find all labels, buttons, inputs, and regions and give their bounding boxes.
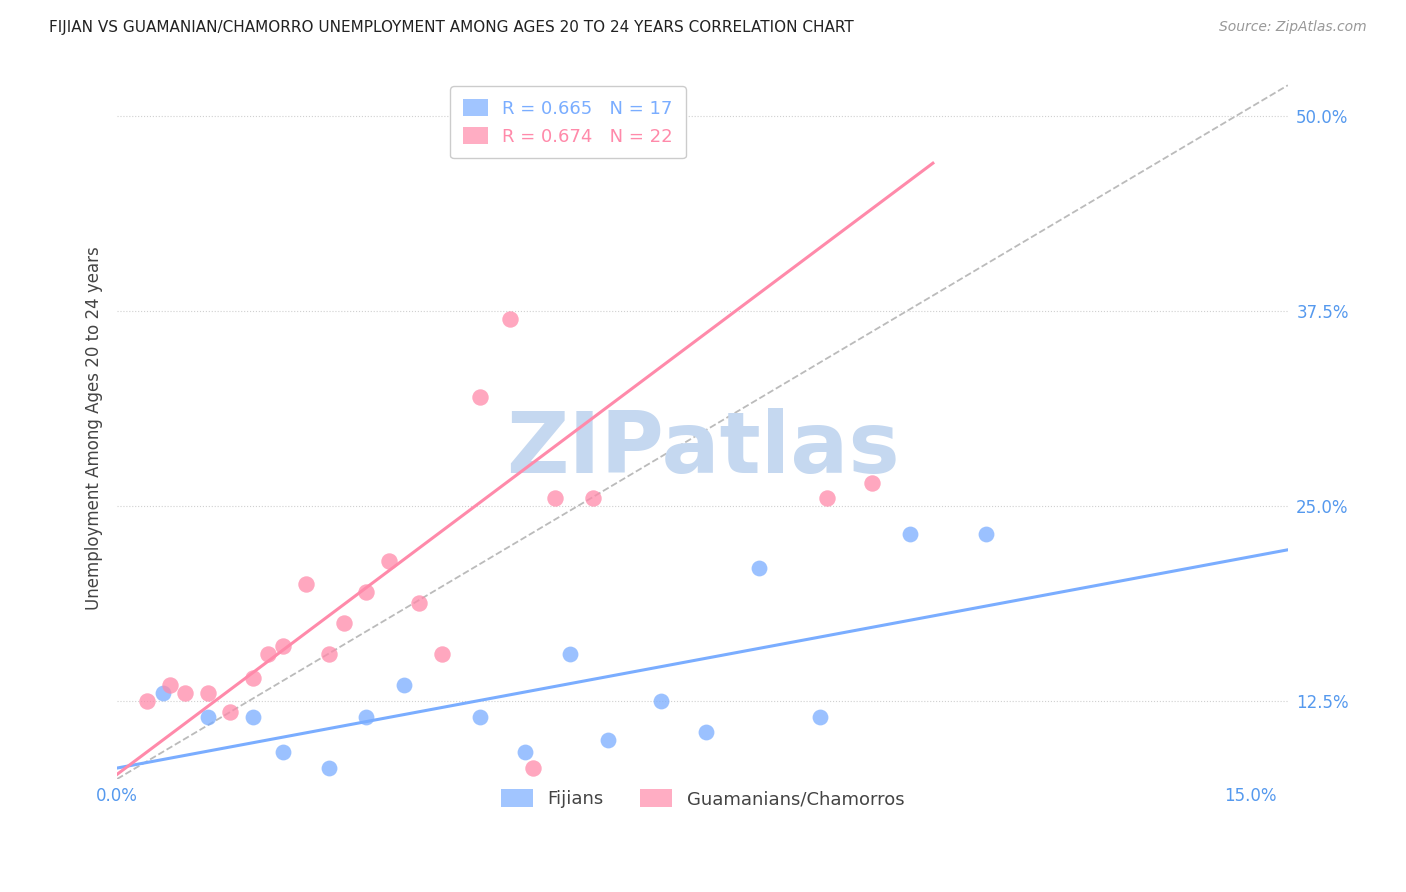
Point — [560, 647, 582, 661]
Point — [197, 709, 219, 723]
Point — [318, 761, 340, 775]
Point — [136, 694, 159, 708]
Point — [522, 761, 544, 775]
Text: Source: ZipAtlas.com: Source: ZipAtlas.com — [1219, 20, 1367, 34]
Point — [898, 527, 921, 541]
Point — [197, 686, 219, 700]
Point — [392, 678, 415, 692]
Point — [598, 733, 620, 747]
Point — [257, 647, 280, 661]
Point — [159, 678, 181, 692]
Point — [242, 709, 264, 723]
Point — [468, 709, 491, 723]
Point — [318, 647, 340, 661]
Y-axis label: Unemployment Among Ages 20 to 24 years: Unemployment Among Ages 20 to 24 years — [86, 246, 103, 610]
Point — [333, 615, 356, 630]
Point — [356, 585, 378, 599]
Point — [748, 561, 770, 575]
Legend: Fijians, Guamanians/Chamorros: Fijians, Guamanians/Chamorros — [494, 782, 911, 815]
Point — [152, 686, 174, 700]
Point — [378, 554, 401, 568]
Point — [650, 694, 672, 708]
Point — [974, 527, 997, 541]
Point — [242, 671, 264, 685]
Point — [815, 491, 838, 506]
Point — [356, 709, 378, 723]
Point — [408, 596, 430, 610]
Point — [695, 725, 717, 739]
Point — [582, 491, 605, 506]
Point — [295, 577, 318, 591]
Point — [219, 705, 242, 719]
Point — [468, 390, 491, 404]
Point — [513, 746, 536, 760]
Point — [273, 640, 295, 654]
Text: FIJIAN VS GUAMANIAN/CHAMORRO UNEMPLOYMENT AMONG AGES 20 TO 24 YEARS CORRELATION : FIJIAN VS GUAMANIAN/CHAMORRO UNEMPLOYMEN… — [49, 20, 853, 35]
Point — [808, 709, 831, 723]
Point — [273, 746, 295, 760]
Point — [499, 312, 522, 326]
Text: ZIPatlas: ZIPatlas — [506, 408, 900, 491]
Point — [862, 475, 884, 490]
Point — [174, 686, 197, 700]
Point — [430, 647, 453, 661]
Point — [544, 491, 567, 506]
